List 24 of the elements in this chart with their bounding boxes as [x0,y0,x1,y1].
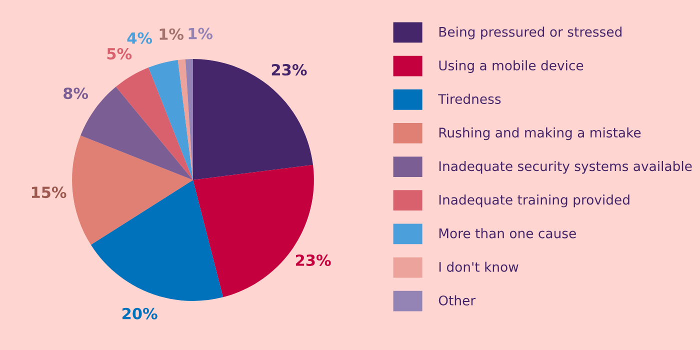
pie-slice [72,135,193,245]
pie-slice [148,60,193,180]
data-label: 5% [107,48,132,60]
pie-slice [178,59,193,180]
data-label: 1% [160,28,184,40]
legend-label: Inadequate training provided [439,194,630,208]
data-label: 23% [272,64,307,76]
data-label: 1% [188,28,213,40]
pie-slice [90,180,224,301]
pie-slice [193,59,313,180]
legend-label: Using a mobile device [439,60,584,73]
pie-slice [116,68,193,180]
legend-label: Other [438,295,476,306]
data-label: 15% [32,186,66,198]
legend-label: I don't know [439,262,518,272]
legend-label: Inadequate security systems available [439,160,692,174]
legend-label: Being pressured or stressed [439,26,622,40]
legend-label: Tiredness [438,94,501,104]
legend-label: Rushing and making a mistake [439,127,641,140]
data-label: 8% [64,88,88,100]
data-label: 23% [296,254,331,266]
legend-label: More than one cause [439,228,576,238]
data-label: 20% [122,308,158,320]
data-label: 4% [127,32,152,44]
